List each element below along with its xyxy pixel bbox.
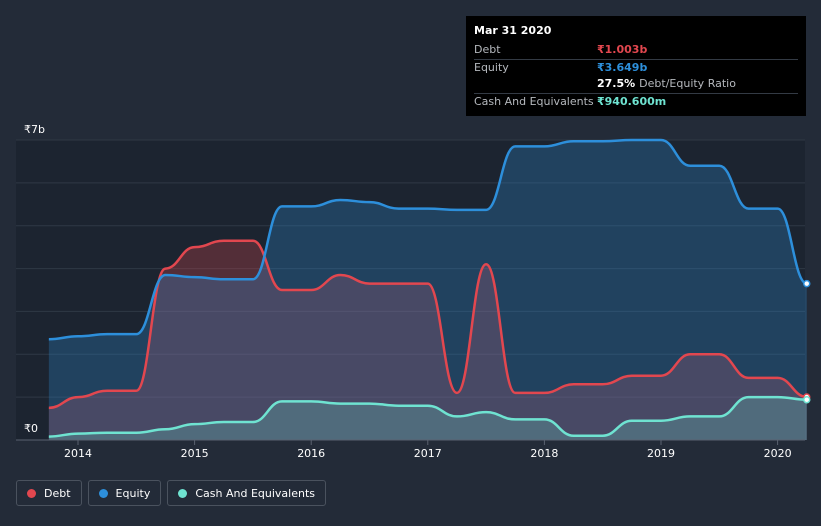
legend-label: Debt xyxy=(44,486,71,500)
debt-line xyxy=(48,239,807,410)
x-tick-label: 2014 xyxy=(64,447,92,460)
tooltip-label: Equity xyxy=(474,60,509,74)
legend: Debt Equity Cash And Equivalents xyxy=(16,480,326,506)
x-tick-label: 2016 xyxy=(297,447,325,460)
equity-line xyxy=(48,138,808,341)
x-tick-label: 2015 xyxy=(181,447,209,460)
tooltip-row-equity: Equity ₹3.649b xyxy=(474,58,798,77)
x-tick-label: 2017 xyxy=(414,447,442,460)
tooltip-row-ratio: 27.5% Debt/Equity Ratio xyxy=(474,76,798,93)
tooltip-value: ₹3.649b xyxy=(597,60,648,74)
equity-area xyxy=(48,140,807,440)
tooltip-row-cash: Cash And Equivalents ₹940.600m xyxy=(474,92,798,111)
equity-end-point xyxy=(803,279,811,288)
legend-label: Cash And Equivalents xyxy=(195,486,315,500)
series-areas xyxy=(48,140,807,440)
y-tick-label: ₹7b xyxy=(24,123,45,136)
legend-dot-icon xyxy=(27,488,36,498)
legend-label: Equity xyxy=(115,486,151,500)
tooltip-value: 27.5% xyxy=(597,77,636,90)
x-tick-label: 2019 xyxy=(647,447,675,460)
tooltip-value: ₹1.003b xyxy=(597,43,648,56)
cash-and-equivalents-end-point xyxy=(803,395,811,404)
plot-area xyxy=(16,140,805,440)
tooltip-label: Debt xyxy=(474,43,501,56)
x-tick-label: 2018 xyxy=(530,447,558,460)
legend-item-equity[interactable]: Equity xyxy=(87,480,162,506)
tooltip-panel: Mar 31 2020 Debt ₹1.003b Equity ₹3.649b … xyxy=(466,16,806,116)
x-tick-label: 2020 xyxy=(764,447,792,460)
tooltip-label: Cash And Equivalents xyxy=(474,94,594,108)
tooltip-value: ₹940.600m xyxy=(597,94,667,108)
y-tick-label: ₹0 xyxy=(24,422,38,435)
legend-dot-icon xyxy=(98,488,108,498)
series-lines xyxy=(48,138,811,438)
legend-dot-icon xyxy=(178,488,188,498)
gridlines xyxy=(16,139,805,445)
axes: ₹7b ₹0 2014 2015 2016 2017 2018 2019 2020 xyxy=(16,123,805,460)
tooltip-date: Mar 31 2020 xyxy=(474,24,552,37)
tooltip-label xyxy=(474,76,597,93)
debt-area xyxy=(48,240,807,440)
legend-item-debt[interactable]: Debt xyxy=(16,480,82,506)
tooltip-row-debt: Debt ₹1.003b xyxy=(474,42,798,59)
tooltip-subtext: Debt/Equity Ratio xyxy=(639,77,736,90)
cash-and-equivalents-line xyxy=(48,395,807,438)
legend-item-cash[interactable]: Cash And Equivalents xyxy=(167,480,326,506)
